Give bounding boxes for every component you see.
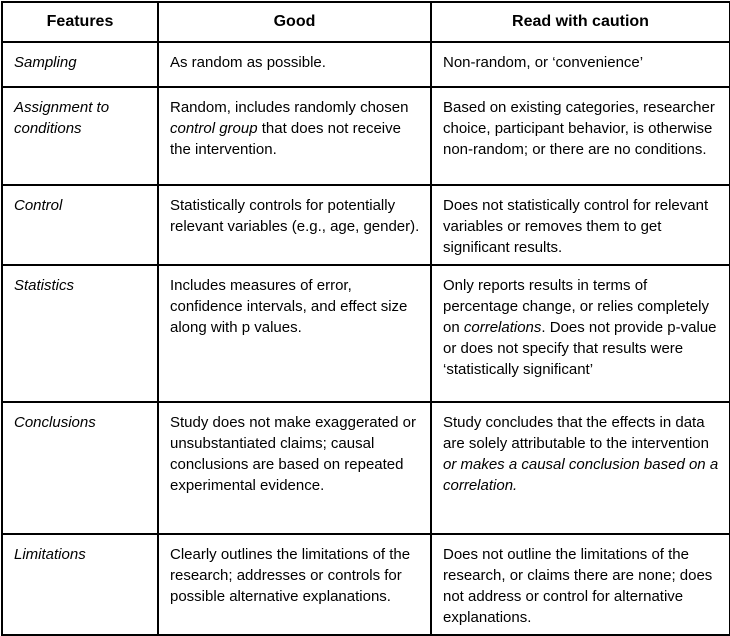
cell-control-good: Statistically controls for potentially r… <box>157 184 432 266</box>
cell-assignment-good: Random, includes randomly chosen control… <box>157 86 432 186</box>
table-row-sampling: Sampling As random as possible. Non-rand… <box>1 41 730 88</box>
cell-control-feature: Control <box>1 184 159 266</box>
table-row-control: Control Statistically controls for poten… <box>1 184 730 266</box>
column-header-good: Good <box>157 1 432 43</box>
cell-statistics-feature: Statistics <box>1 264 159 403</box>
column-header-read-with-caution: Read with caution <box>430 1 730 43</box>
cell-conclusions-good: Study does not make exaggerated or unsub… <box>157 401 432 535</box>
cell-assignment-caution: Based on existing categories, researcher… <box>430 86 730 186</box>
cell-statistics-caution: Only reports results in terms of percent… <box>430 264 730 403</box>
table-header-row: Features Good Read with caution <box>1 1 730 43</box>
cell-limitations-caution: Does not outline the limitations of the … <box>430 533 730 636</box>
column-header-features: Features <box>1 1 159 43</box>
cell-control-caution: Does not statistically control for relev… <box>430 184 730 266</box>
table-row-conclusions: Conclusions Study does not make exaggera… <box>1 401 730 535</box>
cell-conclusions-feature: Conclusions <box>1 401 159 535</box>
table-row-statistics: Statistics Includes measures of error, c… <box>1 264 730 403</box>
cell-sampling-caution: Non-random, or ‘convenience’ <box>430 41 730 88</box>
cell-sampling-good: As random as possible. <box>157 41 432 88</box>
table-row-assignment: Assignment to conditions Random, include… <box>1 86 730 186</box>
cell-sampling-feature: Sampling <box>1 41 159 88</box>
cell-conclusions-caution: Study concludes that the effects in data… <box>430 401 730 535</box>
cell-limitations-feature: Limitations <box>1 533 159 636</box>
table-row-limitations: Limitations Clearly outlines the limitat… <box>1 533 730 636</box>
cell-statistics-good: Includes measures of error, confidence i… <box>157 264 432 403</box>
cell-assignment-feature: Assignment to conditions <box>1 86 159 186</box>
cell-limitations-good: Clearly outlines the limitations of the … <box>157 533 432 636</box>
